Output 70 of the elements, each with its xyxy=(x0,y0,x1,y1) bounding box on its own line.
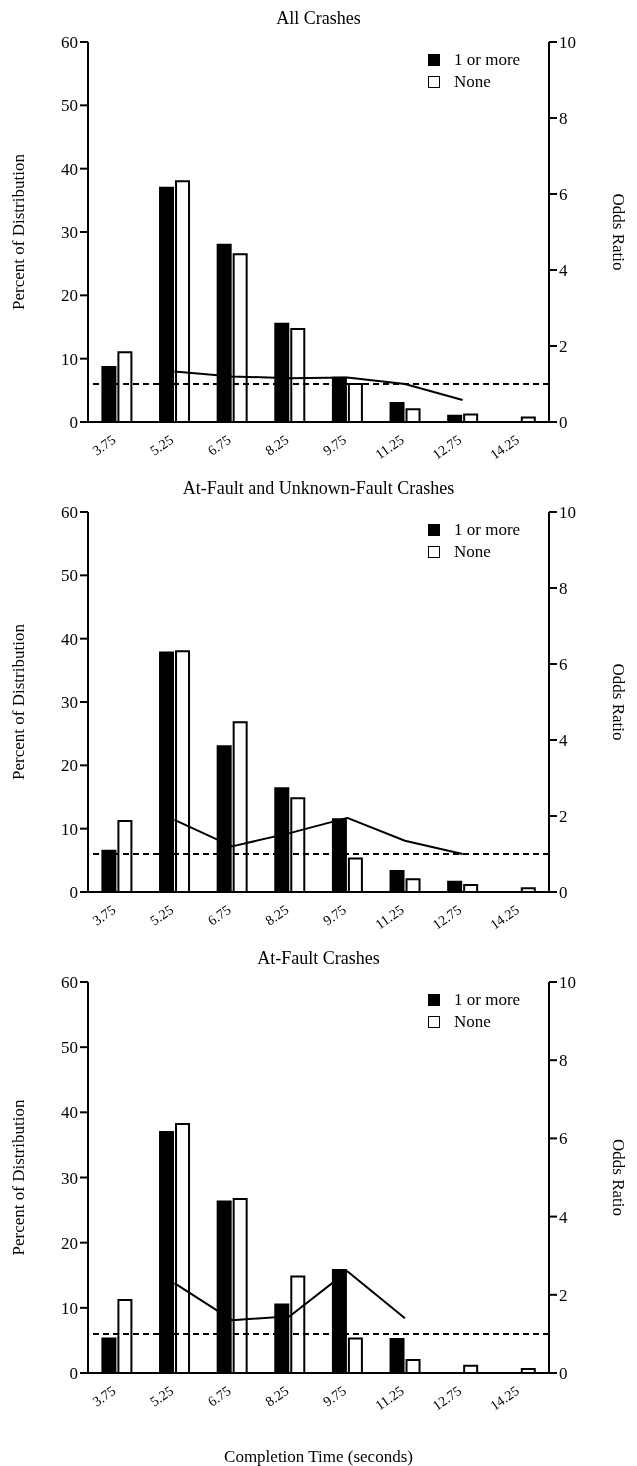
y2-tick-label: 0 xyxy=(559,1364,568,1384)
x-tick-label: 8.25 xyxy=(262,902,292,929)
x-tick-label: 3.75 xyxy=(89,902,119,929)
y2-tick-label: 6 xyxy=(559,185,568,205)
x-tick-label: 9.75 xyxy=(320,902,350,929)
x-tick-label: 9.75 xyxy=(320,1383,350,1410)
y-axis-title: Percent of Distribution xyxy=(9,1099,29,1256)
y-tick-label: 10 xyxy=(61,349,78,369)
chart-title: At-Fault and Unknown-Fault Crashes xyxy=(181,478,456,500)
y2-axis-title: Odds Ratio xyxy=(608,193,628,271)
x-axis-title: Completion Time (seconds) xyxy=(224,1447,413,1466)
x-tick-label: 3.75 xyxy=(89,1383,119,1410)
y2-tick-label: 4 xyxy=(559,731,568,751)
y-tick-label: 20 xyxy=(61,1233,78,1253)
y2-tick-label: 2 xyxy=(559,337,568,357)
y2-tick-label: 10 xyxy=(559,33,576,53)
y-axis-title: Percent of Distribution xyxy=(9,153,29,310)
y-tick-label: 50 xyxy=(61,96,78,116)
y2-axis-title: Odds Ratio xyxy=(608,1139,628,1216)
legend-label: 1 or more xyxy=(454,520,521,540)
y2-tick-label: 10 xyxy=(559,973,576,993)
x-tick-label: 6.75 xyxy=(205,432,234,459)
chart-title: All Crashes xyxy=(275,8,362,30)
y2-tick-label: 10 xyxy=(559,503,576,523)
x-tick-label: 3.75 xyxy=(89,432,119,459)
y2-tick-label: 6 xyxy=(559,1129,568,1149)
legend-label: None xyxy=(454,1012,491,1032)
y-tick-label: 10 xyxy=(61,1298,78,1318)
x-tick-label: 5.25 xyxy=(147,432,177,459)
y-tick-label: 30 xyxy=(61,693,78,713)
y-tick-label: 40 xyxy=(61,159,78,179)
y-tick-label: 40 xyxy=(61,629,78,649)
x-tick-label: 8.25 xyxy=(262,1383,292,1410)
y2-tick-label: 2 xyxy=(559,807,568,827)
x-tick-label: 5.25 xyxy=(147,902,177,929)
legend-label: 1 or more xyxy=(454,990,521,1010)
y-tick-label: 10 xyxy=(61,819,78,839)
y-tick-label: 20 xyxy=(61,756,78,776)
y2-tick-label: 6 xyxy=(559,655,568,675)
y-tick-label: 50 xyxy=(61,1038,78,1058)
y-tick-label: 0 xyxy=(69,883,78,903)
y-tick-label: 60 xyxy=(61,33,78,53)
y-tick-label: 0 xyxy=(69,1364,78,1384)
x-tick-label: 6.75 xyxy=(205,902,234,929)
chart-title: At-Fault Crashes xyxy=(256,948,381,970)
y-axis-title: Percent of Distribution xyxy=(9,623,29,780)
y2-tick-label: 4 xyxy=(559,261,568,281)
y2-axis-title: Odds Ratio xyxy=(608,663,628,741)
y-tick-label: 60 xyxy=(61,973,78,993)
y-tick-label: 60 xyxy=(61,503,78,523)
y2-tick-label: 4 xyxy=(559,1207,568,1227)
y-tick-label: 40 xyxy=(61,1103,78,1123)
legend-label: None xyxy=(454,542,491,562)
y-tick-label: 0 xyxy=(69,413,78,433)
x-tick-label: 8.25 xyxy=(262,432,292,459)
y2-tick-label: 8 xyxy=(559,109,568,129)
x-tick-label: 6.75 xyxy=(205,1383,234,1410)
y-tick-label: 50 xyxy=(61,566,78,586)
y2-tick-label: 8 xyxy=(559,1051,568,1071)
y2-tick-label: 2 xyxy=(559,1285,568,1305)
y-tick-label: 30 xyxy=(61,1168,78,1188)
y-tick-label: 30 xyxy=(61,223,78,243)
legend-label: None xyxy=(454,72,491,92)
y-tick-label: 20 xyxy=(61,286,78,306)
legend-label: 1 or more xyxy=(454,50,521,70)
x-tick-label: 5.25 xyxy=(147,1383,177,1410)
y2-tick-label: 8 xyxy=(559,579,568,599)
y2-tick-label: 0 xyxy=(559,883,568,903)
x-tick-label: 9.75 xyxy=(320,432,350,459)
y2-tick-label: 0 xyxy=(559,413,568,433)
